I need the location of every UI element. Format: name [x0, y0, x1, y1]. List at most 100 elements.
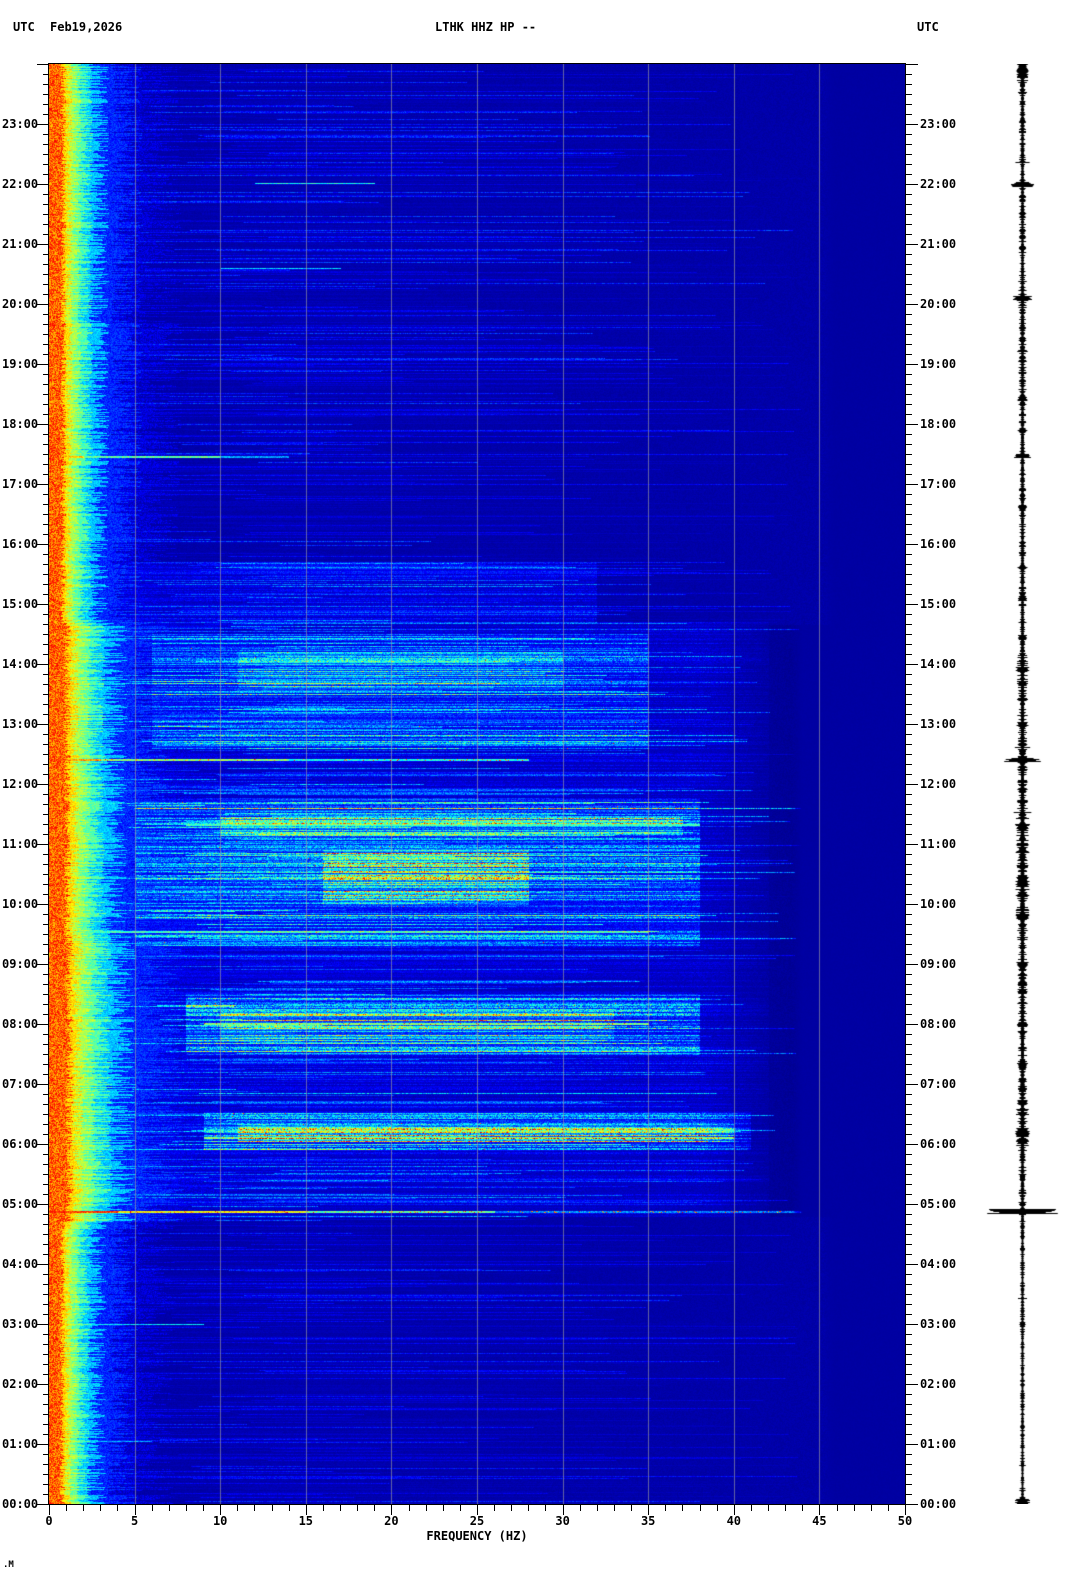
x-axis-tick — [734, 1505, 735, 1515]
y-axis-tick-left — [37, 1144, 49, 1145]
y-axis-tick-left — [43, 974, 49, 975]
y-axis-tick-left — [37, 784, 49, 785]
y-axis-tick-left — [43, 84, 49, 85]
y-axis-tick-right — [905, 604, 918, 605]
y-axis-tick-right — [905, 984, 912, 985]
y-axis-tick-right — [905, 1324, 918, 1325]
x-axis-tick — [409, 1505, 410, 1511]
y-axis-tick-right — [905, 764, 912, 765]
y-axis-tick-right — [905, 1064, 912, 1065]
y-axis-tick-right — [905, 1384, 918, 1385]
y-axis-label-left: 21:00 — [2, 237, 39, 251]
y-axis-tick-left — [43, 1054, 49, 1055]
x-axis-tick — [357, 1505, 358, 1511]
x-axis-label: 10 — [212, 1514, 228, 1528]
y-axis-tick-right — [905, 354, 912, 355]
y-axis-label-left: 18:00 — [2, 417, 39, 431]
y-axis-tick-left — [43, 824, 49, 825]
y-axis-tick-right — [905, 364, 918, 365]
y-axis-tick-left — [43, 224, 49, 225]
y-axis-tick-left — [43, 174, 49, 175]
y-axis-label-right: 04:00 — [920, 1257, 957, 1271]
date-label: Feb19,2026 — [50, 20, 123, 34]
y-axis-tick-right — [905, 694, 912, 695]
y-axis-label-left: 10:00 — [2, 897, 39, 911]
y-axis-tick-right — [905, 924, 912, 925]
y-axis-tick-right — [905, 314, 912, 315]
x-axis-tick — [220, 1505, 221, 1515]
y-axis-tick-right — [905, 1024, 918, 1025]
y-axis-tick-left — [43, 1464, 49, 1465]
y-axis-label-left: 06:00 — [2, 1137, 39, 1151]
y-axis-tick-left — [37, 1084, 49, 1085]
y-axis-tick-right — [905, 1184, 912, 1185]
y-axis-tick-left — [43, 1224, 49, 1225]
y-axis-tick-right — [905, 774, 912, 775]
y-axis-tick-right — [905, 1094, 912, 1095]
y-axis-label-right: 08:00 — [920, 1017, 957, 1031]
y-axis-tick-left — [43, 634, 49, 635]
y-axis-tick-left — [37, 124, 49, 125]
x-axis-tick — [374, 1505, 375, 1511]
y-axis-tick-left — [43, 94, 49, 95]
y-axis-tick-left — [43, 194, 49, 195]
y-axis-tick-left — [43, 404, 49, 405]
y-axis-tick-right — [905, 1494, 912, 1495]
y-axis-tick-left — [43, 1134, 49, 1135]
y-axis-label-right: 02:00 — [920, 1377, 957, 1391]
x-axis-tick — [597, 1505, 598, 1511]
x-axis-tick — [631, 1505, 632, 1511]
y-axis-tick-left — [43, 794, 49, 795]
x-axis-label: 25 — [469, 1514, 485, 1528]
y-axis-label-left: 07:00 — [2, 1077, 39, 1091]
y-axis-tick-right — [905, 1414, 912, 1415]
y-axis-tick-left — [43, 294, 49, 295]
y-axis-tick-right — [905, 914, 912, 915]
y-axis-tick-right — [905, 104, 912, 105]
y-axis-label-right: 07:00 — [920, 1077, 957, 1091]
y-axis-tick-right — [905, 1054, 912, 1055]
y-axis-tick-right — [905, 1334, 912, 1335]
y-axis-tick-right — [905, 84, 912, 85]
x-axis-tick — [717, 1505, 718, 1511]
x-axis-tick — [700, 1505, 701, 1511]
y-axis-tick-right — [905, 1274, 912, 1275]
x-axis-label: 35 — [640, 1514, 656, 1528]
y-axis-tick-left — [43, 884, 49, 885]
y-axis-tick-left — [37, 1204, 49, 1205]
y-axis-tick-right — [905, 744, 912, 745]
y-axis-tick-right — [905, 1374, 912, 1375]
y-axis-tick-right — [905, 1484, 912, 1485]
x-axis-tick — [545, 1505, 546, 1511]
y-axis-tick-left — [43, 1074, 49, 1075]
x-axis-tick — [135, 1505, 136, 1515]
y-axis-tick-left — [43, 464, 49, 465]
y-axis-tick-right — [905, 1434, 912, 1435]
y-axis-tick-right — [905, 904, 918, 905]
y-axis-tick-right — [905, 624, 912, 625]
y-axis-tick-left — [43, 1244, 49, 1245]
y-axis-tick-left — [43, 1254, 49, 1255]
y-axis-tick-right — [905, 1234, 912, 1235]
y-axis-tick-left — [43, 1354, 49, 1355]
y-axis-tick-left — [43, 894, 49, 895]
y-axis-tick-left — [43, 1124, 49, 1125]
y-axis-tick-right — [905, 1104, 912, 1105]
y-axis-tick-left — [43, 704, 49, 705]
y-axis-label-left: 14:00 — [2, 657, 39, 671]
y-axis-tick-right — [905, 1364, 912, 1365]
y-axis-tick-left — [43, 1194, 49, 1195]
x-axis-tick — [289, 1505, 290, 1511]
y-axis-tick-right — [905, 1224, 912, 1225]
y-axis-tick-left — [43, 1294, 49, 1295]
y-axis-tick-right — [905, 894, 912, 895]
y-axis-label-left: 02:00 — [2, 1377, 39, 1391]
y-axis-tick-right — [905, 594, 912, 595]
y-axis-tick-right — [905, 574, 912, 575]
x-axis-tick — [494, 1505, 495, 1511]
y-axis-tick-left — [43, 1494, 49, 1495]
y-axis-tick-right — [905, 524, 912, 525]
y-axis-label-right: 00:00 — [920, 1497, 957, 1511]
y-axis-label-left: 15:00 — [2, 597, 39, 611]
y-axis-tick-left — [37, 844, 49, 845]
